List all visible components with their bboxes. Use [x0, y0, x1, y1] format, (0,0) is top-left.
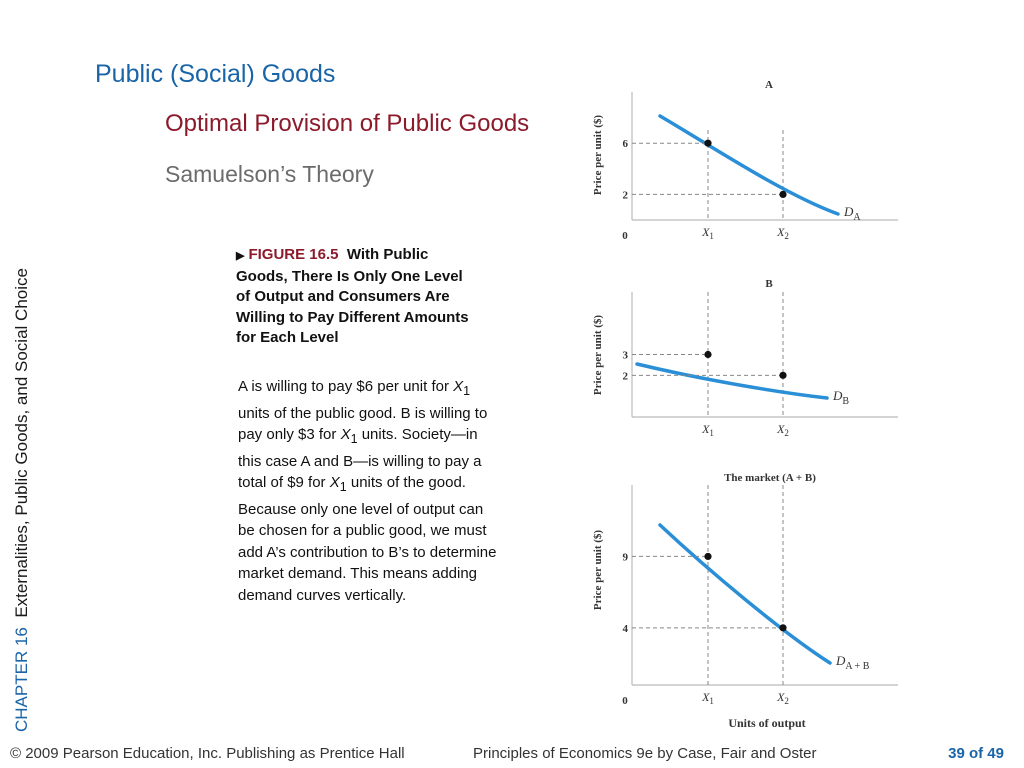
data-point [779, 371, 787, 379]
page-indicator: 39 of 49 [948, 745, 1004, 762]
chart-title: B [765, 278, 773, 290]
chapter-title: Externalities, Public Goods, and Social … [12, 268, 31, 618]
text-run: X [340, 426, 351, 443]
text-run: 1 [463, 384, 471, 398]
figure-caption: ▶ FIGURE 16.5 With Public Goods, There Is… [236, 245, 476, 349]
data-point [779, 624, 787, 632]
series-label: DB [832, 388, 849, 407]
y-tick-label: 3 [623, 350, 629, 362]
text-run: units. Society—in this case A and B—is w… [238, 426, 482, 491]
y-axis-label: Price per unit ($) [592, 530, 604, 610]
text-run: A is willing to pay $6 per unit for [238, 378, 454, 395]
demand-curve [658, 523, 832, 665]
chapter-sidebar: CHAPTER 16 Externalities, Public Goods, … [8, 232, 36, 732]
y-axis-label: Price per unit ($) [592, 315, 604, 395]
data-point [704, 350, 712, 359]
explanation-paragraph-2: Because only one level of output can be … [238, 500, 497, 604]
figure-title: With Public Goods, There Is Only One Lev… [236, 246, 469, 346]
text-run: units of the public good. B is willing t… [238, 404, 488, 444]
x-tick-label: X2 [776, 225, 789, 241]
text-run: 1 [339, 480, 347, 494]
x-tick-label: X1 [701, 225, 714, 241]
x-tick-label: X1 [701, 690, 714, 706]
data-point [779, 190, 787, 198]
figure-explanation: A is willing to pay $6 per unit for X1 u… [238, 376, 500, 606]
y-tick-label: 9 [623, 551, 629, 563]
demand-curve [658, 114, 840, 216]
text-run: 1 [350, 432, 358, 446]
triangle-right-icon: ▶ [236, 250, 245, 262]
footer-book: Principles of Economics 9e by Case, Fair… [473, 745, 817, 762]
x-tick-label: X2 [776, 422, 789, 438]
y-axis-label: Price per unit ($) [592, 115, 604, 195]
text-run: X [453, 378, 464, 395]
chart-title: A [765, 79, 773, 91]
y-tick-label: 2 [623, 189, 629, 201]
y-tick-label: 4 [623, 623, 629, 635]
origin-label: 0 [622, 695, 628, 707]
slide-subtitle: Optimal Provision of Public Goods [165, 110, 530, 137]
x-tick-label: X2 [776, 690, 789, 706]
origin-label: 0 [622, 230, 628, 242]
chapter-label: CHAPTER 16 [12, 627, 31, 732]
data-point [704, 139, 712, 147]
text-run: X [329, 474, 340, 491]
x-axis-label: Units of output [728, 716, 805, 730]
slide-subsubtitle: Samuelson’s Theory [165, 161, 374, 187]
figure-number: FIGURE 16.5 [248, 246, 339, 263]
chart-title: The market (A + B) [724, 472, 816, 484]
data-point [704, 552, 712, 561]
series-label: DA + B [835, 653, 870, 672]
y-tick-label: 2 [623, 370, 629, 382]
demand-curve [635, 362, 829, 400]
footer: © 2009 Pearson Education, Inc. Publishin… [0, 745, 1024, 768]
explanation-paragraph-1: A is willing to pay $6 per unit for X1 u… [238, 376, 500, 499]
y-tick-label: 6 [623, 138, 629, 150]
x-tick-label: X1 [701, 422, 714, 438]
text-run: units of the good. [346, 474, 466, 491]
footer-copyright: © 2009 Pearson Education, Inc. Publishin… [10, 745, 405, 762]
slide-title: Public (Social) Goods [95, 60, 336, 88]
